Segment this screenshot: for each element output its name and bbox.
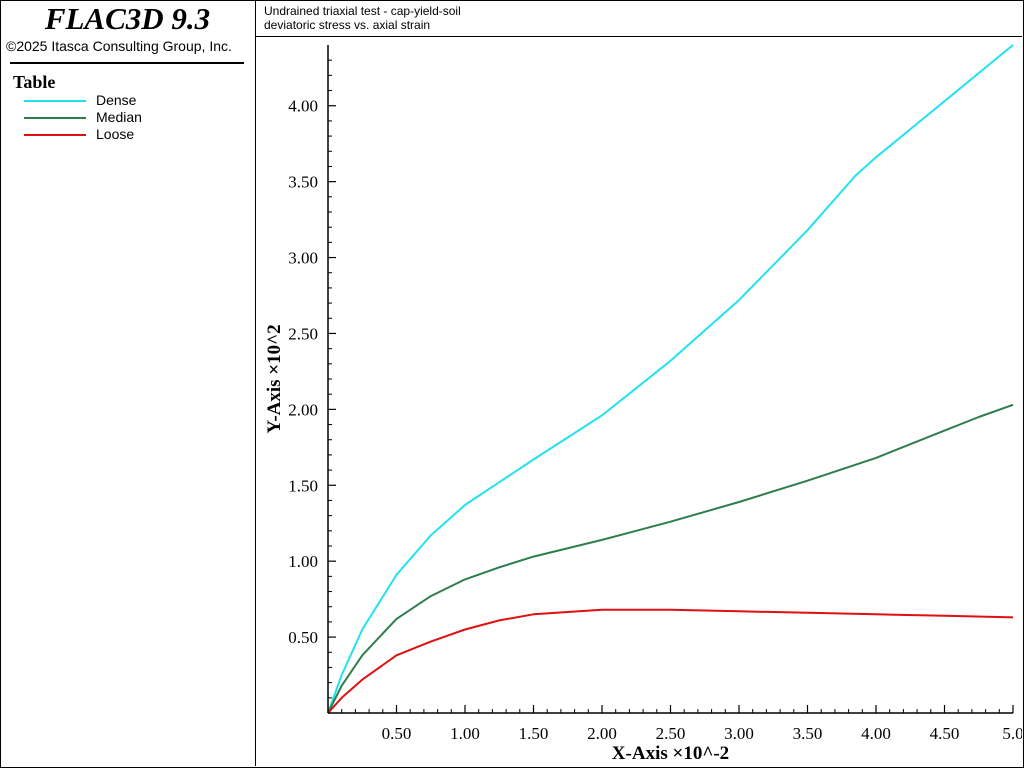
y-axis-label: Y-Axis ×10^2 bbox=[264, 324, 285, 433]
x-tick-label: 5.0 bbox=[1002, 724, 1022, 743]
x-tick-label: 3.50 bbox=[793, 724, 823, 743]
legend-swatch-loose bbox=[24, 133, 86, 136]
x-tick-label: 3.00 bbox=[724, 724, 754, 743]
series-line-dense bbox=[327, 44, 1014, 714]
x-tick-label: 1.50 bbox=[519, 724, 549, 743]
x-tick-label: 1.00 bbox=[450, 724, 480, 743]
series-layer bbox=[327, 44, 1014, 714]
legend-item-median: Median bbox=[24, 109, 142, 126]
copyright-text: ©2025 Itasca Consulting Group, Inc. bbox=[6, 38, 232, 54]
series-line-loose bbox=[327, 608, 1014, 714]
legend-title: Table bbox=[13, 72, 56, 92]
y-tick-label: 0.50 bbox=[288, 628, 318, 647]
tick-layer: 0.50 1.00 1.50 2.00 2.50 3.00 3.50 4.00 4.50 5.0 0… bbox=[288, 59, 1022, 743]
y-tick-label: 1.00 bbox=[288, 552, 318, 571]
plot-subtitle: deviatoric stress vs. axial strain bbox=[264, 18, 431, 32]
plot-title: Undrained triaxial test - cap-yield-soil bbox=[264, 4, 461, 18]
y-tick-label: 2.50 bbox=[288, 324, 318, 343]
x-tick-label: 0.50 bbox=[382, 724, 412, 743]
legend-label-loose: Loose bbox=[96, 126, 135, 142]
legend-label-dense: Dense bbox=[96, 92, 137, 108]
y-tick-label: 3.50 bbox=[288, 173, 318, 192]
app-title: FLAC3D 9.3 bbox=[44, 1, 211, 36]
y-tick-label: 1.50 bbox=[288, 476, 318, 495]
x-tick-label: 4.00 bbox=[861, 724, 891, 743]
y-tick-label: 4.00 bbox=[288, 97, 318, 116]
legend-swatch-dense bbox=[24, 99, 86, 102]
legend: Dense Median Loose bbox=[24, 92, 142, 143]
sidebar: FLAC3D 9.3 ©2025 Itasca Consulting Group… bbox=[0, 0, 256, 766]
x-axis-label: X-Axis ×10^-2 bbox=[612, 743, 729, 764]
legend-label-median: Median bbox=[96, 109, 142, 125]
sidebar-divider bbox=[10, 62, 244, 64]
x-tick-label: 2.00 bbox=[587, 724, 617, 743]
chart-area: 0.50 1.00 1.50 2.00 2.50 3.00 3.50 4.00 4.50 5.0 0… bbox=[264, 44, 1022, 764]
x-tick-label: 4.50 bbox=[930, 724, 960, 743]
legend-item-loose: Loose bbox=[24, 126, 142, 143]
y-tick-label: 3.00 bbox=[288, 249, 318, 268]
x-tick-label: 2.50 bbox=[656, 724, 686, 743]
plot-header: Undrained triaxial test - cap-yield-soil… bbox=[256, 0, 1022, 37]
y-tick-label: 2.00 bbox=[288, 400, 318, 419]
legend-swatch-median bbox=[24, 116, 86, 119]
series-line-median bbox=[327, 403, 1014, 714]
legend-item-dense: Dense bbox=[24, 92, 142, 109]
